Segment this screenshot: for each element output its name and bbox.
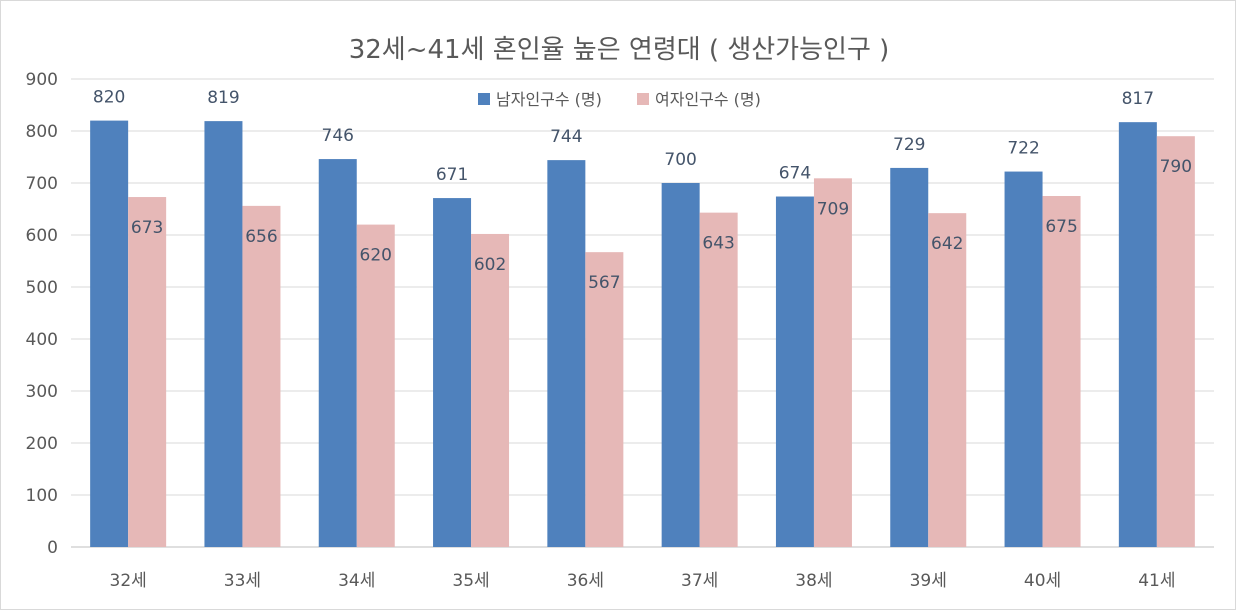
data-label-male: 700 (664, 150, 696, 170)
x-tick-label: 39세 (910, 571, 947, 591)
x-tick-label: 34세 (338, 571, 375, 591)
legend: 남자인구수 (명) 여자인구수 (명) (478, 90, 761, 109)
data-label-male: 746 (322, 126, 354, 146)
bar-male (204, 121, 243, 548)
data-label-male: 819 (207, 88, 239, 108)
bar-female (1042, 196, 1081, 547)
x-axis: 32세 33세 34세 35세 36세 37세 38세 39세 40세 41세 (110, 571, 1176, 591)
x-tick-label: 32세 (110, 571, 147, 591)
legend-swatch-male (478, 93, 490, 105)
bar-female (128, 197, 167, 548)
x-tick-label: 40세 (1024, 571, 1061, 591)
data-label-female: 620 (360, 246, 392, 266)
data-label-female: 602 (474, 255, 506, 275)
y-tick-label: 0 (47, 538, 58, 558)
x-tick-label: 41세 (1138, 571, 1175, 591)
data-label-female: 567 (588, 273, 620, 293)
bar-female (242, 205, 281, 547)
chart-title: 32세~41세 혼인율 높은 연령대 ( 생산가능인구 ) (349, 35, 890, 65)
y-tick-label: 600 (26, 226, 58, 246)
data-label-male: 671 (436, 165, 468, 185)
y-tick-label: 900 (26, 70, 58, 90)
y-tick-label: 800 (26, 122, 58, 142)
bar-male (433, 198, 472, 547)
data-label-male: 722 (1007, 139, 1039, 159)
bar-female (356, 224, 395, 547)
legend-swatch-female (637, 93, 649, 105)
bar-male (90, 120, 129, 547)
data-label-female: 642 (931, 234, 963, 254)
data-label-male: 817 (1122, 89, 1154, 109)
x-tick-label: 38세 (795, 571, 832, 591)
y-tick-label: 100 (26, 486, 58, 506)
bar-female (813, 178, 852, 547)
y-tick-label: 200 (26, 434, 58, 454)
bar-male (775, 196, 814, 547)
bar-female (699, 212, 738, 547)
y-axis: 0 100 200 300 400 500 600 700 800 900 (26, 70, 58, 558)
y-tick-label: 300 (26, 382, 58, 402)
data-label-male: 674 (779, 164, 811, 184)
data-label-male: 820 (93, 88, 125, 108)
bar-female (1156, 136, 1195, 547)
bar-female (471, 233, 510, 547)
y-tick-label: 500 (26, 278, 58, 298)
bar-male (547, 160, 586, 547)
data-label-female: 790 (1160, 157, 1192, 177)
data-label-female: 643 (702, 234, 734, 254)
data-label-male: 744 (550, 127, 582, 147)
data-label-female: 656 (245, 227, 277, 247)
bar-female (928, 213, 967, 547)
bar-male (318, 159, 357, 547)
bar-male (1118, 122, 1157, 547)
data-label-female: 709 (817, 199, 849, 219)
x-tick-label: 33세 (224, 571, 261, 591)
data-label-female: 675 (1045, 217, 1077, 237)
data-labels: 820 673 819 656 746 620 671 602 744 567 700 643 674 7… (93, 88, 1192, 294)
x-tick-label: 35세 (452, 571, 489, 591)
y-tick-label: 700 (26, 174, 58, 194)
bar-female (585, 252, 624, 547)
x-tick-label: 37세 (681, 571, 718, 591)
bar-male (661, 183, 700, 547)
bar-male (890, 167, 929, 548)
data-label-female: 673 (131, 218, 163, 238)
bar-male (1004, 171, 1043, 547)
x-tick-label: 36세 (567, 571, 604, 591)
bars (90, 120, 1195, 548)
data-label-male: 729 (893, 135, 925, 155)
legend-label-female: 여자인구수 (명) (655, 90, 761, 109)
legend-label-male: 남자인구수 (명) (496, 90, 602, 109)
y-tick-label: 400 (26, 330, 58, 350)
